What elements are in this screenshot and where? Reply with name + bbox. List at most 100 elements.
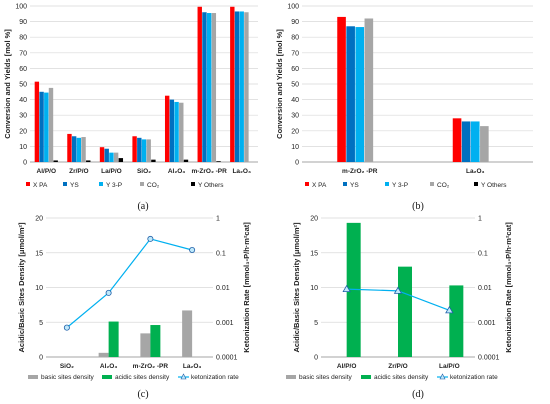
y-tick-label: 80 <box>19 35 27 42</box>
panel-2: 0 10 20 30 40 50 60 70 80 90 100 Conversion and Yie… <box>275 4 533 212</box>
bar-4 <box>146 139 151 162</box>
legend-label: Y Others <box>481 182 507 189</box>
x-tick-label: Al₂O₃ <box>100 363 117 370</box>
bar-4 <box>81 137 86 162</box>
y-tick-label: 30 <box>19 113 27 120</box>
bar-3 <box>109 152 114 162</box>
y-tick-label: 15 <box>310 250 318 257</box>
bar-3 <box>206 13 212 162</box>
y2-tick-label: 0.1 <box>478 250 488 257</box>
bar-1 <box>132 136 137 162</box>
rate-marker <box>189 246 196 253</box>
x-tick-label: m-ZrO₂ -PR <box>133 363 169 370</box>
x-tick-label: La/P/O <box>101 168 122 175</box>
legend-label: X PA <box>33 182 48 189</box>
y-tick-label: 90 <box>19 19 27 26</box>
legend-label: X PA <box>312 182 327 189</box>
legend-swatch <box>99 182 103 186</box>
y-tick-label: 90 <box>291 19 299 26</box>
panel-3: 0 5 10 15 20 Acidic/Basic Sites Density [μmol… <box>17 216 251 401</box>
y2-tick-label: 0.001 <box>478 320 496 327</box>
y-tick-label: 15 <box>35 250 43 257</box>
panel-label: (a) <box>137 201 148 212</box>
bar-3 <box>44 92 49 162</box>
y2-axis-label: Ketonization Rate [mmol₃-P/h·m²cat] <box>242 222 251 353</box>
legend-swatch <box>102 375 112 379</box>
y-tick-label: 80 <box>291 35 299 42</box>
y-tick-label: 50 <box>19 82 27 89</box>
bar-2 <box>137 137 142 162</box>
x-tick-label: SiO₂ <box>60 363 74 370</box>
bar-4 <box>364 18 374 163</box>
legend-swatch <box>474 182 478 186</box>
panel-4: 0 5 10 15 20 Acidic/Basic Sites Density [μmol… <box>286 216 513 400</box>
x-tick-label: Zr/P/O <box>388 363 408 370</box>
legend-swatch <box>140 182 144 186</box>
legend-label: YS <box>70 182 79 189</box>
bar-2 <box>346 26 355 163</box>
bar-5 <box>86 160 91 162</box>
y-tick-label: 50 <box>291 82 299 89</box>
legend-label: Y 3-P <box>106 182 122 189</box>
legend-label: YS <box>350 182 359 189</box>
y-tick-label: 60 <box>291 66 299 73</box>
legend-label: acidic sites density <box>115 374 170 381</box>
bar-5 <box>183 159 189 162</box>
legend-swatch <box>26 182 30 186</box>
panel-label: (d) <box>412 389 424 400</box>
y-tick-label: 5 <box>39 320 43 327</box>
panel-1: 0 10 20 30 40 50 60 70 80 90 100 Conversion and Yie… <box>3 4 258 212</box>
y2-tick-label: 1 <box>478 216 482 223</box>
rate-marker <box>342 284 351 292</box>
x-tick-label: Al₂O₃ <box>168 168 185 175</box>
y-tick-label: 20 <box>291 128 299 135</box>
y-tick-label: 70 <box>291 50 299 57</box>
bar-2 <box>169 99 175 162</box>
bar-1 <box>182 310 193 357</box>
x-tick-label: La₂O₃ <box>466 168 485 175</box>
bar-2 <box>449 285 464 357</box>
x-tick-label: Al/P/O <box>337 363 357 370</box>
bar-2 <box>71 136 77 162</box>
x-tick-label: La₂O₃ <box>183 363 202 370</box>
bar-4 <box>179 102 184 162</box>
legend-swatch <box>191 182 195 186</box>
y-tick-label: 0 <box>23 160 27 167</box>
y-tick-label: 40 <box>19 97 27 104</box>
legend-label: ketonization rate <box>450 374 498 381</box>
y2-axis-label: Ketonization Rate [mmol₃-P/h·m²cat] <box>504 222 513 353</box>
bar-1 <box>197 6 202 163</box>
bar-4 <box>244 12 249 162</box>
y2-tick-label: 1 <box>216 216 220 223</box>
bar-4 <box>480 126 489 162</box>
y-tick-label: 40 <box>291 97 299 104</box>
bar-1 <box>34 81 40 162</box>
panel-label: (b) <box>412 201 424 212</box>
rate-marker <box>393 286 403 294</box>
y2-tick-label: 0.1 <box>216 250 226 257</box>
bar-2 <box>108 321 119 357</box>
y-tick-label: 20 <box>310 216 318 223</box>
y-tick-label: 100 <box>287 4 299 11</box>
bar-4 <box>113 152 119 162</box>
bar-4 <box>211 13 217 162</box>
bar-1 <box>98 352 109 357</box>
ketonization-line <box>66 238 193 329</box>
x-tick-label: Al/P/O <box>37 168 57 175</box>
bar-2 <box>461 121 471 162</box>
x-tick-label: m-ZrO₂ -PR <box>342 168 378 175</box>
legend-marker <box>439 373 446 380</box>
legend-swatch <box>385 182 389 186</box>
y-tick-label: 10 <box>19 144 27 151</box>
x-tick-label: La₂O₃ <box>232 168 251 175</box>
y2-tick-label: 0.01 <box>216 285 230 292</box>
y-axis-label: Acidic/Basic Sites Density [μmol/m²] <box>292 222 301 353</box>
legend-label: basic sites density <box>41 374 94 381</box>
rate-marker <box>445 306 454 314</box>
legend-swatch <box>430 182 434 186</box>
y-axis-label: Conversion and Yields [mol %] <box>3 29 12 139</box>
bar-3 <box>470 121 480 162</box>
bar-1 <box>230 6 235 163</box>
rate-marker <box>147 235 154 242</box>
